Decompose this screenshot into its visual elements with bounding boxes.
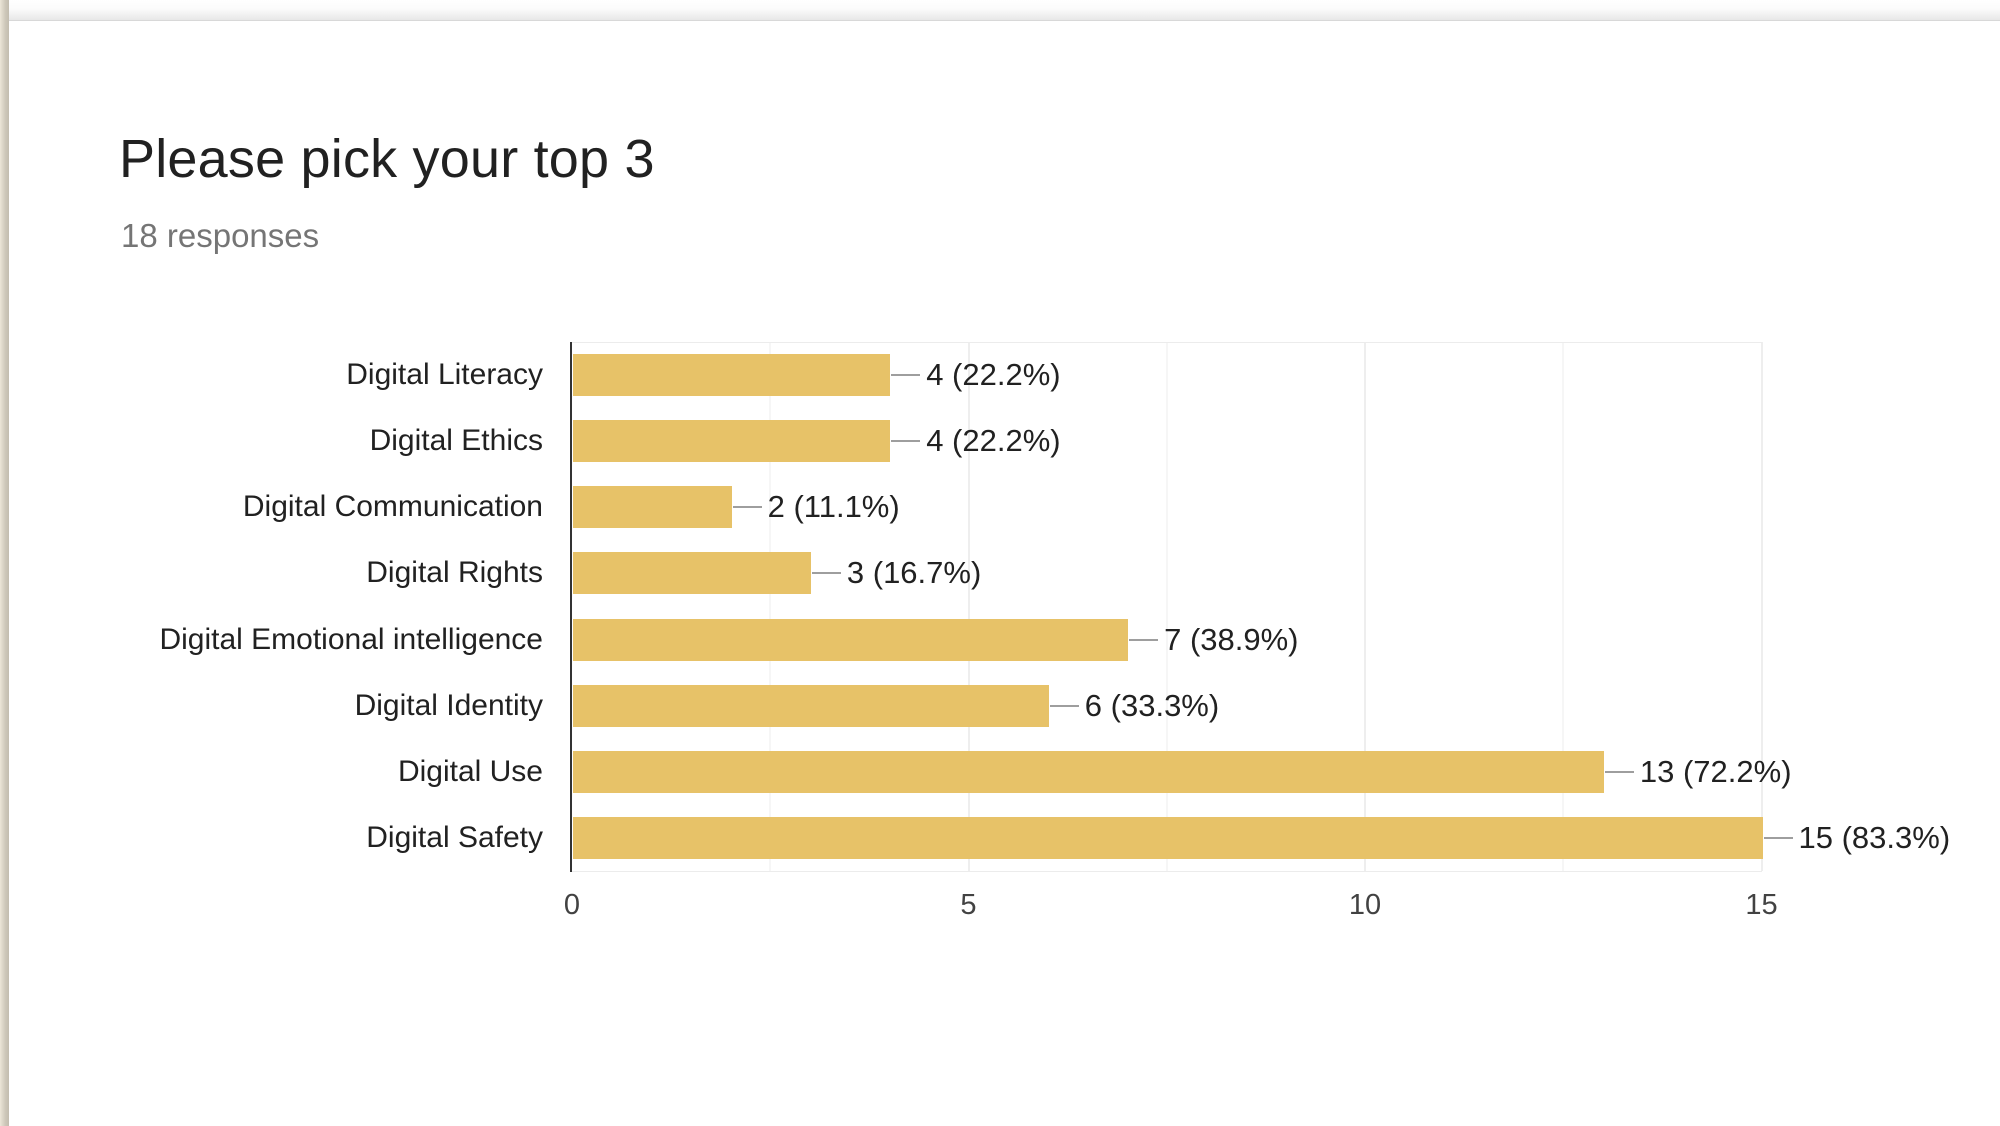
x-minor-gridline (1165, 342, 1168, 871)
x-major-gridline (967, 342, 970, 871)
value-connector-line (1604, 770, 1634, 773)
category-label: Digital Use (397, 754, 543, 788)
value-label: 7 (38.9%) (1164, 621, 1299, 657)
x-tick-label: 15 (1745, 889, 1778, 921)
value-connector-line (891, 374, 921, 377)
category-label: Digital Rights (366, 556, 543, 590)
bar-digital-ethics (573, 420, 891, 463)
value-label: 4 (22.2%) (926, 357, 1061, 393)
plot-bottom-border (572, 871, 1762, 872)
response-count: 18 responses (121, 217, 320, 254)
bar-digital-emotional-intelligence (573, 618, 1129, 661)
x-minor-gridline (1562, 342, 1565, 871)
bar-digital-rights (573, 552, 811, 595)
bar-digital-literacy (573, 354, 891, 397)
category-label: Digital Safety (366, 820, 543, 854)
x-tick-label: 0 (563, 889, 581, 921)
x-tick-label: 5 (960, 889, 977, 921)
bar-digital-communication (573, 486, 732, 529)
bar-digital-safety (573, 816, 1763, 859)
top-scroll-shadow-bar (9, 0, 2000, 21)
value-connector-line (1049, 704, 1079, 707)
x-minor-gridline (769, 342, 772, 871)
category-label: Digital Literacy (346, 358, 543, 392)
category-label: Digital Communication (242, 490, 543, 524)
bar-digital-identity (573, 684, 1049, 727)
x-major-gridline (1364, 342, 1366, 871)
plot-top-border (572, 342, 1762, 343)
category-label: Digital Emotional intelligence (159, 622, 543, 656)
x-major-gridline (1760, 342, 1763, 871)
x-tick-label: 10 (1348, 889, 1382, 921)
value-label: 4 (22.2%) (926, 423, 1061, 459)
value-connector-line (732, 506, 762, 509)
category-label: Digital Ethics (369, 424, 543, 458)
value-connector-line (811, 572, 841, 575)
question-title: Please pick your top 3 (119, 129, 655, 189)
category-label: Digital Identity (354, 688, 543, 722)
value-connector-line (891, 440, 921, 443)
value-connector-line (1763, 836, 1793, 839)
value-label: 6 (33.3%) (1084, 687, 1220, 723)
y-axis-line (570, 342, 572, 872)
value-label: 2 (11.1%) (767, 489, 900, 525)
bar-digital-use (573, 750, 1604, 793)
value-label: 15 (83.3%) (1798, 819, 1951, 855)
value-label: 3 (16.7%) (846, 555, 982, 591)
value-connector-line (1129, 638, 1159, 641)
value-label: 13 (72.2%) (1639, 753, 1792, 789)
left-page-edge (0, 0, 9, 1126)
